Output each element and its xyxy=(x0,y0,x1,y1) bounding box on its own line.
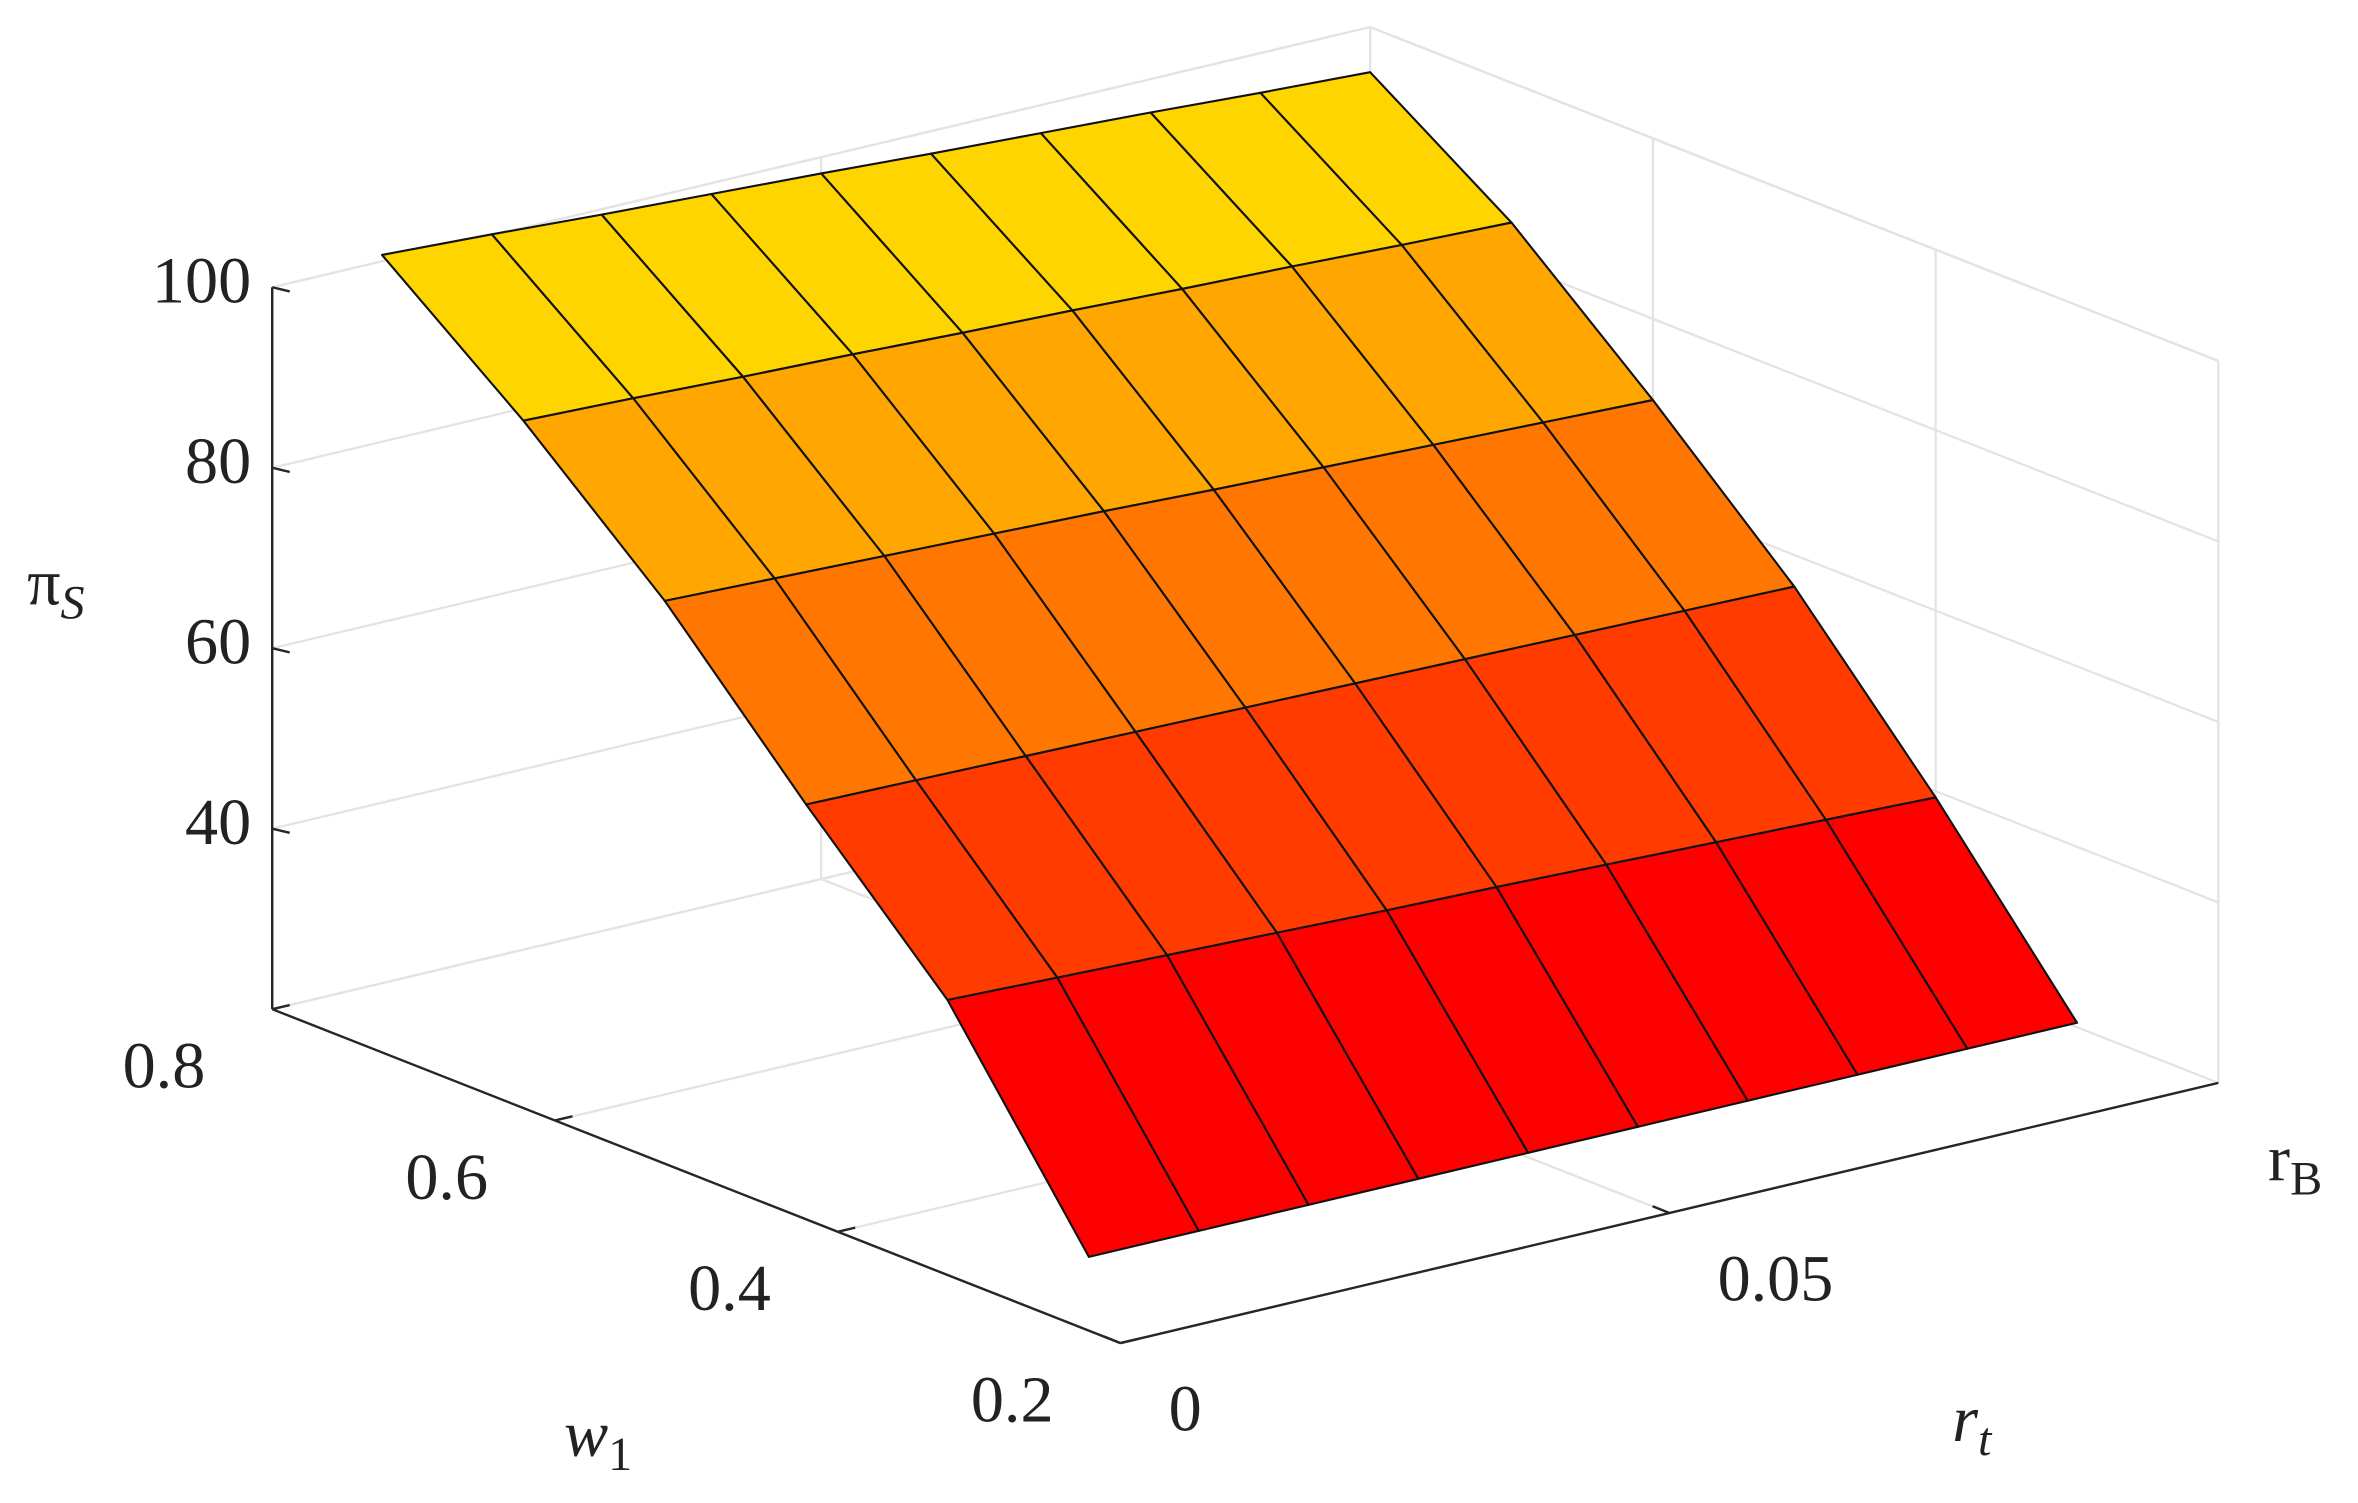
x-tick-label: 0 xyxy=(1169,1372,1202,1445)
y-label-base: w xyxy=(564,1398,608,1471)
y-tick-label: 0.6 xyxy=(405,1141,488,1214)
corner-label-base: r xyxy=(2268,1123,2290,1196)
y-tick xyxy=(271,1003,291,1011)
y-label-sub: 1 xyxy=(608,1428,632,1481)
y-tick-label: 0.4 xyxy=(688,1252,771,1325)
y-tick xyxy=(837,1226,856,1233)
corner-label-sub: B xyxy=(2290,1153,2322,1206)
y-axis xyxy=(271,1008,1121,1345)
z-tick-label: 100 xyxy=(152,244,251,317)
y-label: w1 xyxy=(564,1398,632,1481)
y-tick-label: 0.2 xyxy=(971,1363,1054,1436)
x-label: rt xyxy=(1952,1383,1993,1466)
surface-face xyxy=(946,976,1200,1258)
y-tick xyxy=(1120,1337,1139,1345)
x-tick xyxy=(1103,1335,1121,1345)
z-tick xyxy=(271,827,291,835)
z-tick xyxy=(271,286,291,293)
z-tick xyxy=(271,647,291,654)
x-label-sub: t xyxy=(1978,1413,1993,1466)
z-tick xyxy=(271,466,291,474)
x-tick-label: 0.05 xyxy=(1718,1242,1834,1315)
corner-label: rB xyxy=(2268,1123,2322,1206)
z-tick-label: 80 xyxy=(185,425,251,498)
grid-line xyxy=(1369,26,2219,363)
z-tick-label: 40 xyxy=(185,786,251,859)
z-tick-label: 60 xyxy=(185,605,251,678)
x-label-base: r xyxy=(1952,1383,1978,1456)
z-label: πS xyxy=(27,547,84,630)
y-tick xyxy=(554,1115,573,1122)
y-tick-label: 0.8 xyxy=(123,1030,206,1103)
x-tick xyxy=(1652,1205,1670,1215)
z-label-base: π xyxy=(27,547,60,620)
z-label-sub: S xyxy=(60,577,84,630)
